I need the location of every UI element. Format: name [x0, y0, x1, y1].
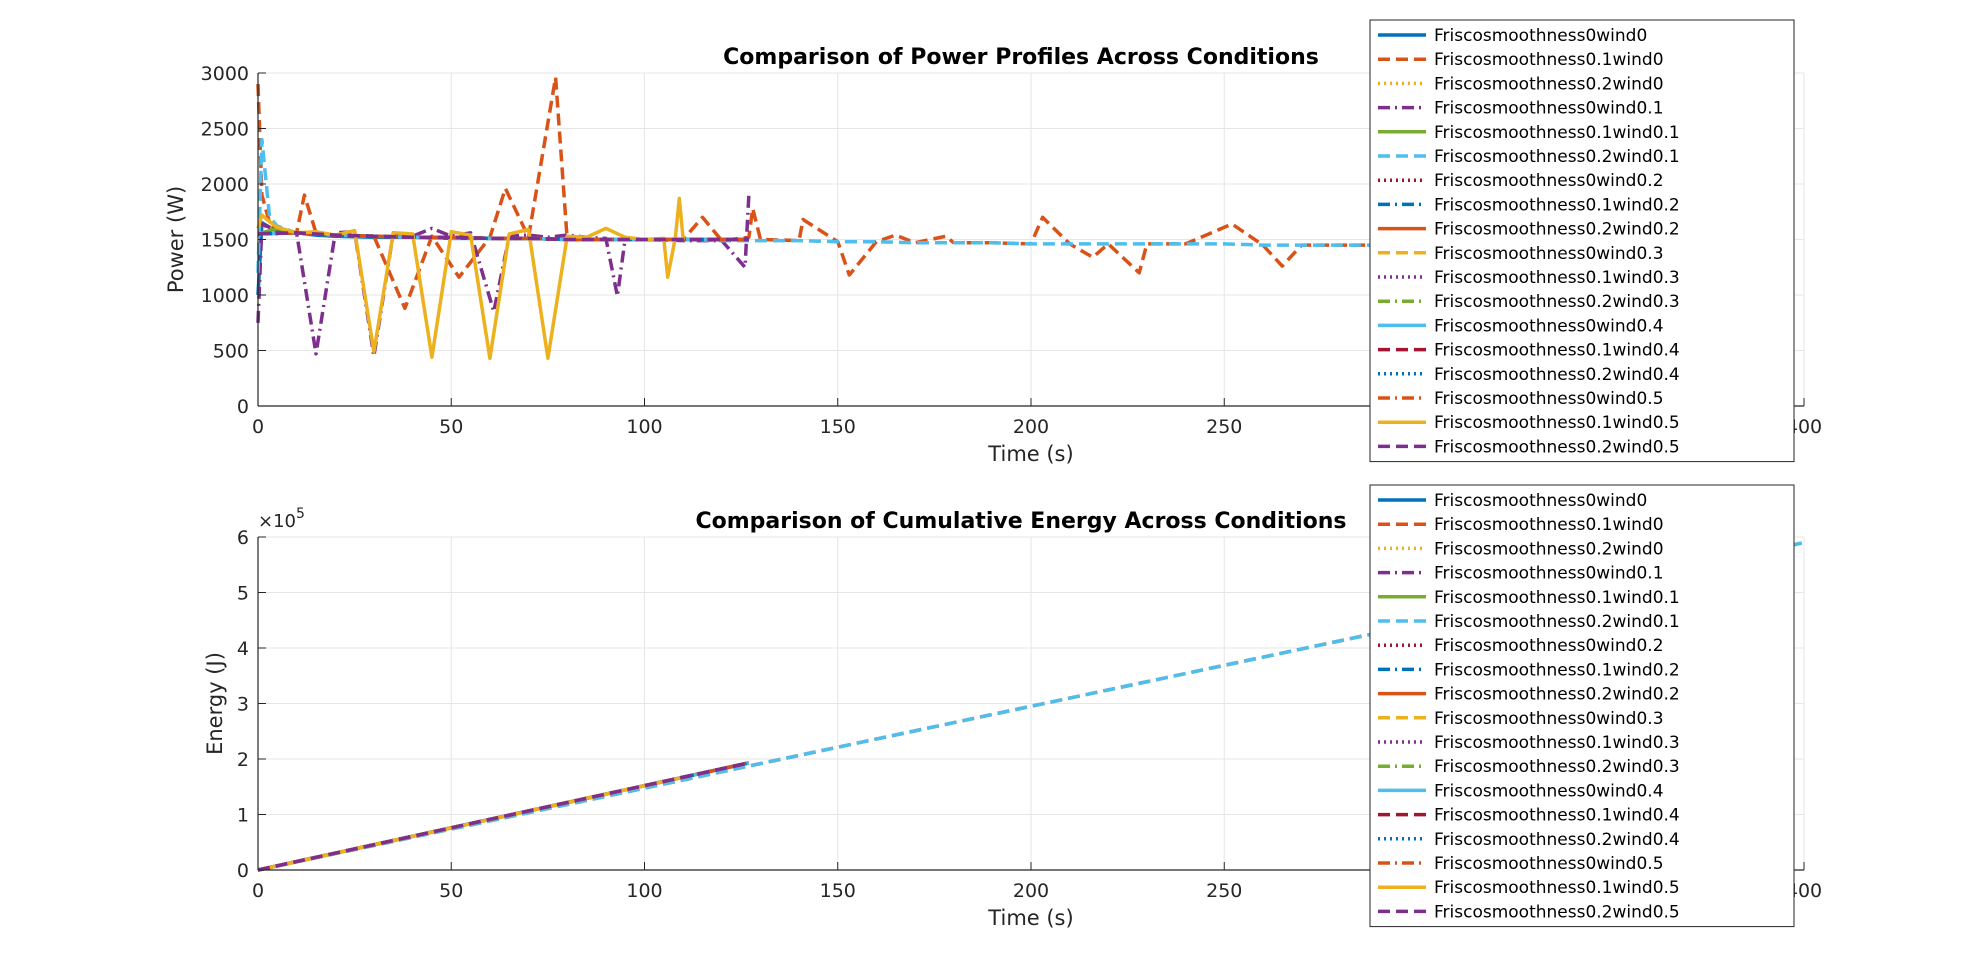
energy-x-tick-label: 100: [626, 880, 662, 902]
power-y-tick-label: 1000: [201, 285, 249, 307]
energy-legend-entry: Friscosmoothness0.1wind0.2: [1434, 660, 1680, 680]
energy-legend-entry: Friscosmoothness0wind0.4: [1434, 781, 1664, 801]
power-legend-entry: Friscosmoothness0wind0.1: [1434, 99, 1664, 119]
energy-legend-entry: Friscosmoothness0.2wind0.2: [1434, 685, 1680, 705]
power-y-tick-label: 500: [213, 341, 249, 363]
power-x-tick-label: 200: [1013, 416, 1049, 438]
energy-legend-entry: Friscosmoothness0.2wind0.1: [1434, 612, 1680, 632]
energy-legend: Friscosmoothness0wind0 Friscosmoothness0.…: [1369, 484, 1795, 928]
power-legend-box: [1369, 19, 1795, 463]
energy-series-line: [257, 761, 750, 872]
power-legend: Friscosmoothness0wind0 Friscosmoothness0.…: [1369, 19, 1795, 463]
energy-legend-entry: Friscosmoothness0wind0: [1434, 491, 1647, 511]
power-x-tick-label: 400: [1786, 416, 1822, 438]
power-legend-entry: Friscosmoothness0wind0.4: [1434, 316, 1664, 336]
power-legend-entry: Friscosmoothness0.2wind0.2: [1434, 220, 1680, 240]
power-legend-entry: Friscosmoothness0.2wind0.1: [1434, 147, 1680, 167]
energy-y-tick-label: 5: [237, 583, 249, 605]
energy-legend-entry: Friscosmoothness0.2wind0: [1434, 539, 1664, 559]
energy-chart-title: Comparison of Cumulative Energy Across C…: [695, 509, 1346, 534]
power-x-tick-label: 150: [820, 416, 856, 438]
power-y-tick-label: 2000: [201, 174, 249, 196]
energy-legend-entry: Friscosmoothness0wind0.2: [1434, 636, 1664, 656]
energy-x-tick-label: 150: [820, 880, 856, 902]
power-x-tick-label: 0: [252, 416, 264, 438]
power-legend-entry: Friscosmoothness0.2wind0.5: [1434, 437, 1680, 457]
power-chart-title: Comparison of Power Profiles Across Cond…: [723, 45, 1319, 70]
energy-y-tick-label: 4: [237, 638, 249, 660]
power-chart: 0501001502002503003504000500100015002000…: [164, 19, 1822, 466]
energy-legend-entry: Friscosmoothness0.2wind0.4: [1434, 830, 1680, 850]
energy-y-exponent-power: 5: [296, 506, 305, 522]
energy-y-tick-label: 6: [237, 527, 249, 549]
energy-x-tick-label: 50: [439, 880, 463, 902]
power-legend-entry: Friscosmoothness0wind0: [1434, 26, 1647, 46]
power-legend-entry: Friscosmoothness0.1wind0.4: [1434, 341, 1680, 361]
power-x-tick-label: 100: [626, 416, 662, 438]
power-legend-entry: Friscosmoothness0.2wind0.3: [1434, 292, 1680, 312]
power-legend-entry: Friscosmoothness0.1wind0.1: [1434, 123, 1680, 143]
power-series-line: [256, 193, 751, 358]
power-legend-entry: Friscosmoothness0wind0.2: [1434, 171, 1664, 191]
energy-x-tick-label: 250: [1206, 880, 1242, 902]
power-y-tick-label: 1500: [201, 230, 249, 252]
power-y-tick-label: 2500: [201, 119, 249, 141]
energy-chart: 0501001502002503003504000123456 ×105 Com…: [203, 484, 1822, 930]
power-x-axis-label: Time (s): [987, 442, 1073, 466]
power-series-line: [257, 231, 749, 242]
power-legend-entry: Friscosmoothness0wind0.3: [1434, 244, 1664, 264]
power-legend-entry: Friscosmoothness0.1wind0.2: [1434, 195, 1680, 215]
energy-legend-entry: Friscosmoothness0wind0.3: [1434, 709, 1664, 729]
energy-legend-entry: Friscosmoothness0wind0.1: [1434, 564, 1664, 584]
energy-legend-entry: Friscosmoothness0.2wind0.5: [1434, 902, 1680, 922]
energy-legend-box: [1369, 484, 1795, 928]
energy-legend-entry: Friscosmoothness0.1wind0.1: [1434, 588, 1680, 608]
energy-legend-entry: Friscosmoothness0.1wind0.3: [1434, 733, 1680, 753]
energy-y-exponent: ×105: [258, 506, 305, 532]
power-x-tick-label: 50: [439, 416, 463, 438]
energy-legend-entry: Friscosmoothness0.2wind0.3: [1434, 757, 1680, 777]
energy-x-tick-label: 400: [1786, 880, 1822, 902]
energy-y-tick-label: 1: [237, 805, 249, 827]
energy-y-axis-label: Energy (J): [203, 652, 227, 755]
power-legend-entry: Friscosmoothness0.1wind0.5: [1434, 413, 1680, 433]
power-legend-entry: Friscosmoothness0.2wind0.4: [1434, 365, 1680, 385]
power-y-axis-label: Power (W): [164, 186, 188, 293]
energy-legend-entry: Friscosmoothness0.1wind0: [1434, 515, 1664, 535]
energy-legend-entry: Friscosmoothness0.1wind0.4: [1434, 806, 1680, 826]
energy-y-exponent-base: ×10: [258, 511, 296, 532]
energy-y-tick-label: 2: [237, 749, 249, 771]
energy-y-tick-label: 0: [237, 860, 249, 882]
power-x-tick-label: 250: [1206, 416, 1242, 438]
power-legend-entry: Friscosmoothness0.2wind0: [1434, 74, 1664, 94]
power-legend-entry: Friscosmoothness0.1wind0: [1434, 50, 1664, 70]
power-legend-entry: Friscosmoothness0.1wind0.3: [1434, 268, 1680, 288]
power-y-tick-label: 0: [237, 396, 249, 418]
energy-legend-entry: Friscosmoothness0wind0.5: [1434, 854, 1664, 874]
power-legend-entry: Friscosmoothness0wind0.5: [1434, 389, 1664, 409]
power-y-tick-label: 3000: [201, 63, 249, 85]
energy-x-tick-label: 0: [252, 880, 264, 902]
energy-x-tick-label: 200: [1013, 880, 1049, 902]
power-lines: [256, 75, 1766, 361]
energy-x-axis-label: Time (s): [987, 906, 1073, 930]
energy-y-tick-label: 3: [237, 694, 249, 716]
energy-legend-entry: Friscosmoothness0.1wind0.5: [1434, 878, 1680, 898]
